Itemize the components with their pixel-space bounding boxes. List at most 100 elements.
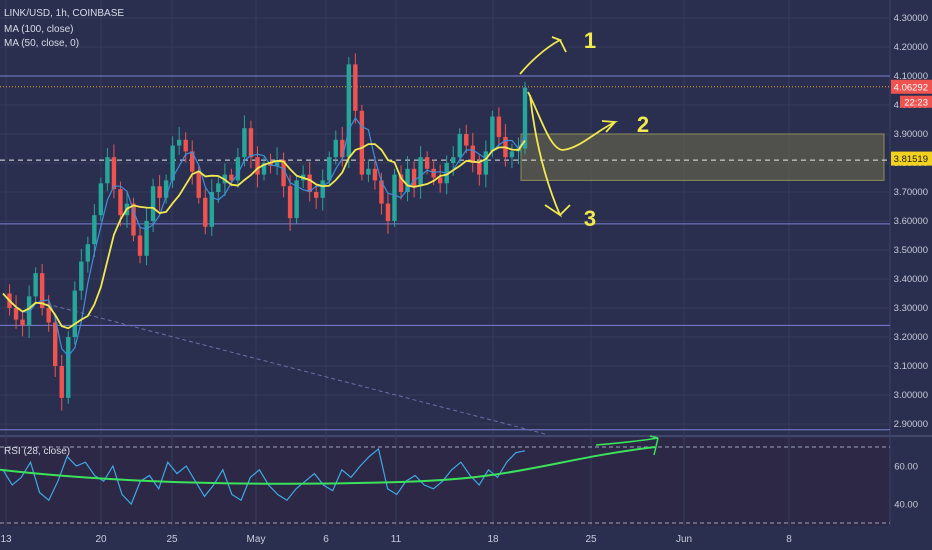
- candle-body: [287, 186, 293, 219]
- candle-body: [372, 168, 378, 181]
- countdown-box: [900, 95, 932, 108]
- candle-body: [196, 171, 201, 198]
- price-tick-label: 3.20000: [894, 332, 928, 343]
- time-tick-label: Jun: [676, 534, 692, 545]
- rsi-line: [2, 447, 526, 506]
- ma100-legend: MA (100, close): [4, 24, 74, 35]
- rsi-legend: RSI (28, close): [4, 446, 71, 457]
- candle-body: [118, 189, 123, 216]
- time-tick-label: 25: [166, 534, 178, 545]
- candle-body: [144, 221, 149, 256]
- candle-body: [333, 139, 338, 158]
- rsi-pane-bg: [0, 438, 890, 526]
- candle-body: [327, 157, 332, 181]
- candle-body: [359, 110, 365, 175]
- candle-body: [26, 296, 32, 326]
- candle-body: [437, 177, 443, 184]
- candle-body: [496, 116, 502, 137]
- candle-body: [235, 157, 241, 181]
- time-tick-label: May: [247, 534, 266, 545]
- candle-body: [111, 157, 117, 190]
- time-tick-label: 20: [95, 534, 107, 545]
- candle-body: [314, 192, 319, 198]
- main-pane-bg: [0, 0, 890, 434]
- candle-body: [464, 134, 469, 146]
- candle-body: [209, 192, 214, 227]
- candle-body: [190, 151, 195, 172]
- candle-body: [92, 215, 97, 245]
- rsi-trend-curve: [0, 446, 656, 485]
- candle-body: [490, 116, 495, 152]
- candle-body: [470, 145, 475, 163]
- price-tick-label: 3.50000: [894, 245, 928, 256]
- scenario-label: 1: [584, 28, 596, 53]
- candle-body: [451, 157, 456, 163]
- candle-body: [183, 139, 188, 152]
- candle-body: [340, 139, 345, 158]
- scenario-label: 3: [584, 206, 596, 231]
- candle-body: [157, 186, 162, 198]
- support-zone-box: [520, 133, 885, 181]
- trendline: [39, 301, 546, 435]
- candle-body: [79, 261, 84, 291]
- price-tick-label: 3.00000: [894, 390, 928, 401]
- candle-body: [477, 163, 482, 175]
- scenario-label: 2: [637, 112, 649, 137]
- candle-body: [85, 244, 91, 262]
- candle-body: [294, 180, 299, 219]
- candle-body: [255, 157, 260, 175]
- time-tick-label: 13: [0, 534, 12, 545]
- candle-body: [46, 308, 51, 323]
- candle-body: [424, 157, 430, 169]
- candle-body: [137, 235, 143, 256]
- time-tick-label: 18: [487, 534, 499, 545]
- price-tick-label: 4.30000: [894, 13, 928, 24]
- candle-body: [261, 163, 267, 175]
- candle-body: [509, 151, 515, 158]
- price-tick-label: 3.60000: [894, 216, 928, 227]
- candle-body: [405, 168, 410, 192]
- candle-body: [522, 87, 528, 149]
- price-tick-label: 4.20000: [894, 42, 928, 53]
- candle-body: [229, 174, 234, 181]
- scenario-1-arrow: [519, 36, 567, 75]
- candle-body: [353, 64, 358, 111]
- price-tick-label: 3.10000: [894, 361, 928, 372]
- candle-body: [418, 157, 423, 187]
- candle-body: [392, 174, 397, 221]
- price-tick-label: 3.30000: [894, 303, 928, 314]
- price-tick-label: 4.10000: [894, 71, 928, 82]
- ma50-legend: MA (50, close, 0): [4, 38, 80, 49]
- candle-body: [457, 134, 462, 158]
- time-tick-label: 11: [391, 534, 402, 545]
- price-label-text: 3.81519: [894, 154, 928, 165]
- candle-body: [131, 203, 136, 236]
- price-tick-label: 3.70000: [894, 187, 928, 198]
- candle-body: [53, 322, 58, 366]
- scenario-3-arrow: [529, 94, 571, 218]
- candle-body: [483, 151, 489, 175]
- candle-body: [39, 273, 45, 308]
- time-tick-label: 8: [786, 534, 792, 545]
- candle-body: [274, 160, 280, 166]
- price-tick-label: 3.90000: [894, 129, 928, 140]
- candle-body: [379, 180, 384, 204]
- candle-body: [33, 273, 38, 297]
- rsi-tick-label: 60.00: [894, 462, 918, 473]
- candle-body: [13, 308, 19, 320]
- candle-body: [431, 168, 436, 178]
- candle-body: [248, 128, 254, 158]
- scenario-2-arrow: [527, 91, 619, 151]
- candle-body: [163, 180, 169, 198]
- candle-body: [366, 168, 371, 175]
- rsi-tick-label: 40.00: [894, 500, 918, 511]
- candle-body: [307, 174, 312, 192]
- candle-body: [176, 139, 182, 146]
- candle-body: [66, 337, 71, 398]
- candle-body: [281, 160, 286, 187]
- price-label-box: [891, 151, 932, 166]
- candle-body: [98, 183, 104, 216]
- candle-body: [216, 183, 221, 192]
- price-label-text: 4.06292: [894, 82, 928, 93]
